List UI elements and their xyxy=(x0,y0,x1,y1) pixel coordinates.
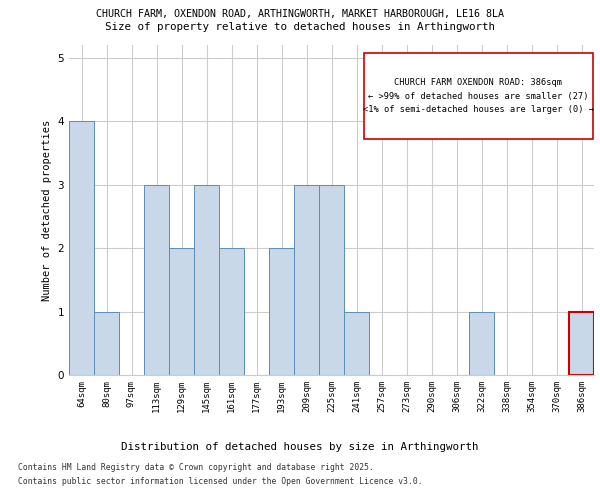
Text: Contains HM Land Registry data © Crown copyright and database right 2025.: Contains HM Land Registry data © Crown c… xyxy=(18,464,374,472)
Text: CHURCH FARM OXENDON ROAD: 386sqm
← >99% of detached houses are smaller (27)
<1% : CHURCH FARM OXENDON ROAD: 386sqm ← >99% … xyxy=(363,78,594,114)
Bar xyxy=(569,312,594,375)
Text: Contains public sector information licensed under the Open Government Licence v3: Contains public sector information licen… xyxy=(18,477,422,486)
Bar xyxy=(269,248,294,375)
Bar xyxy=(219,248,244,375)
Bar xyxy=(169,248,194,375)
Bar xyxy=(194,184,219,375)
Bar xyxy=(469,312,494,375)
Text: CHURCH FARM, OXENDON ROAD, ARTHINGWORTH, MARKET HARBOROUGH, LE16 8LA: CHURCH FARM, OXENDON ROAD, ARTHINGWORTH,… xyxy=(96,9,504,19)
Bar xyxy=(144,184,169,375)
Text: Distribution of detached houses by size in Arthingworth: Distribution of detached houses by size … xyxy=(121,442,479,452)
Text: Size of property relative to detached houses in Arthingworth: Size of property relative to detached ho… xyxy=(105,22,495,32)
Bar xyxy=(94,312,119,375)
Bar xyxy=(364,53,593,139)
Bar xyxy=(319,184,344,375)
Bar xyxy=(69,121,94,375)
Bar xyxy=(294,184,319,375)
Bar xyxy=(344,312,369,375)
Y-axis label: Number of detached properties: Number of detached properties xyxy=(42,120,52,300)
